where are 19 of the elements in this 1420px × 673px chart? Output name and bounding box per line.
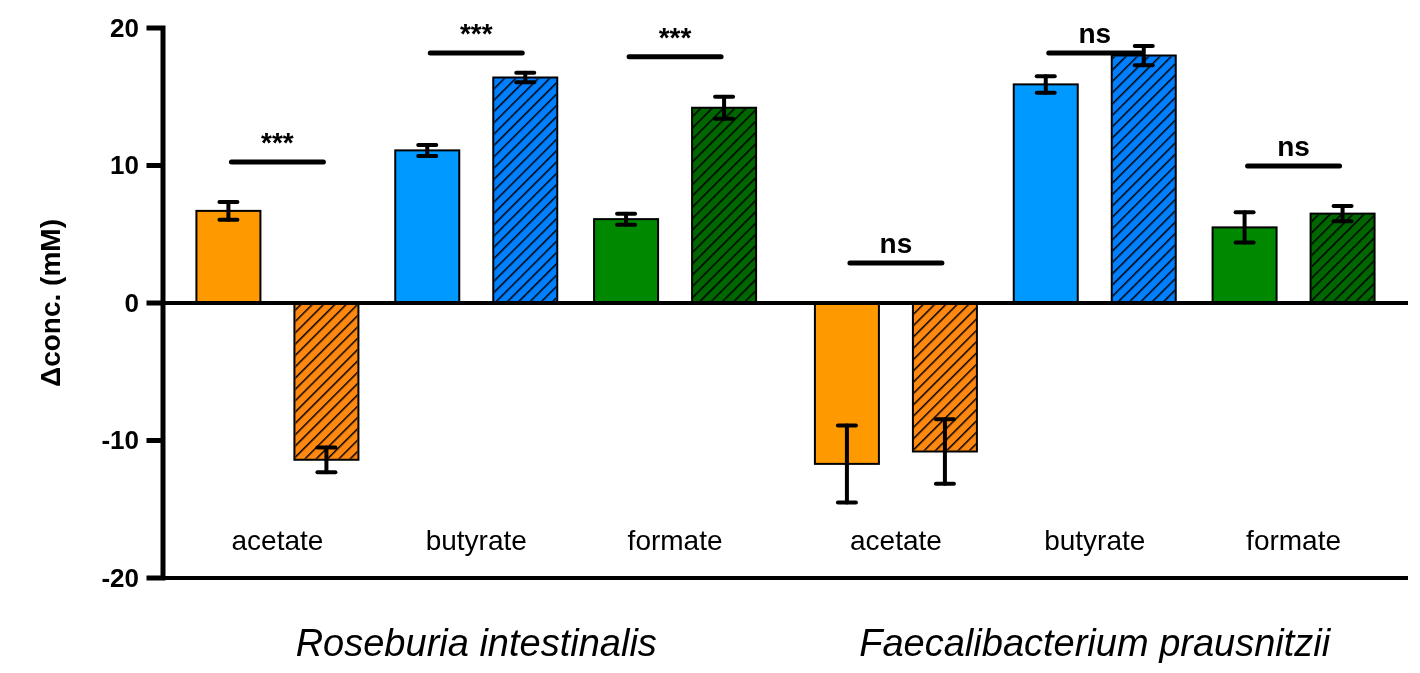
x-tick-label: acetate: [849, 525, 942, 556]
x-tick-label: formate: [627, 525, 723, 556]
annotation: ***: [658, 21, 692, 53]
y-tick-label: -10: [101, 425, 139, 456]
x-tick-label: acetate: [231, 525, 324, 556]
x-tick-label: butyrate: [425, 525, 527, 556]
y-axis-title: Δconc. (mM): [35, 219, 66, 387]
annotation: ns: [879, 228, 913, 259]
x-tick-label: formate: [1246, 525, 1342, 556]
y-tick-label: 20: [110, 12, 139, 43]
y-tick-label: 0: [124, 287, 139, 318]
annotation: ***: [261, 126, 294, 158]
annotation: ns: [1277, 131, 1310, 163]
y-tick-label: -20: [101, 562, 139, 593]
x-tick-label: butyrate: [1044, 525, 1146, 556]
text: Roseburia intestinalis: [295, 622, 657, 664]
annotation: ***: [459, 18, 493, 49]
y-tick-label: 10: [110, 150, 139, 181]
annotation: ns: [1078, 18, 1112, 49]
